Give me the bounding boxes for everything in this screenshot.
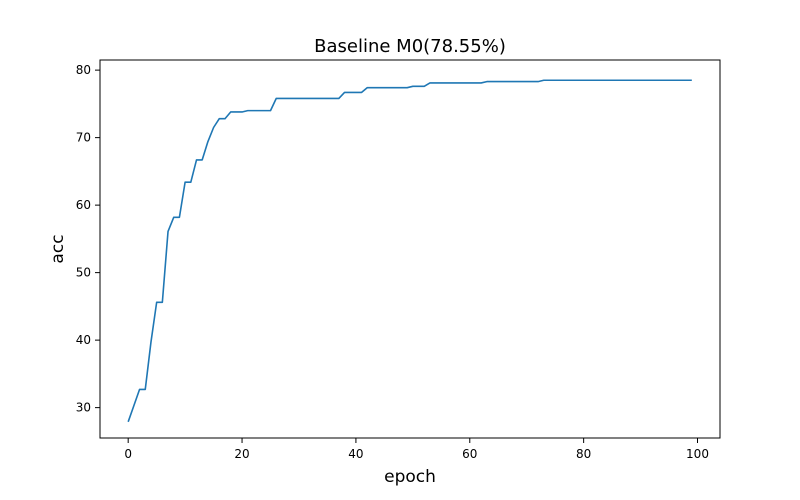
x-axis-label: epoch	[384, 467, 436, 487]
x-axis-ticks: 0 20 40 60 80 100	[124, 438, 709, 461]
x-tick-label: 80	[576, 447, 591, 461]
y-tick-label: 50	[76, 266, 91, 280]
y-tick-label: 30	[76, 401, 91, 415]
y-axis-ticks: 30 40 50 60 70 80	[76, 63, 100, 415]
y-axis-label: acc	[48, 234, 68, 263]
y-tick-label: 70	[76, 131, 91, 145]
x-tick-label: 20	[234, 447, 249, 461]
x-tick-label: 0	[124, 447, 132, 461]
accuracy-series-line	[127, 79, 692, 423]
x-tick-label: 100	[686, 447, 709, 461]
y-tick-label: 60	[76, 198, 91, 212]
plot-frame	[99, 59, 721, 439]
y-tick-label: 80	[76, 63, 91, 77]
x-tick-label: 60	[462, 447, 477, 461]
x-tick-label: 40	[348, 447, 363, 461]
y-tick-label: 40	[76, 333, 91, 347]
chart-title: Baseline M0(78.55%)	[314, 36, 506, 57]
